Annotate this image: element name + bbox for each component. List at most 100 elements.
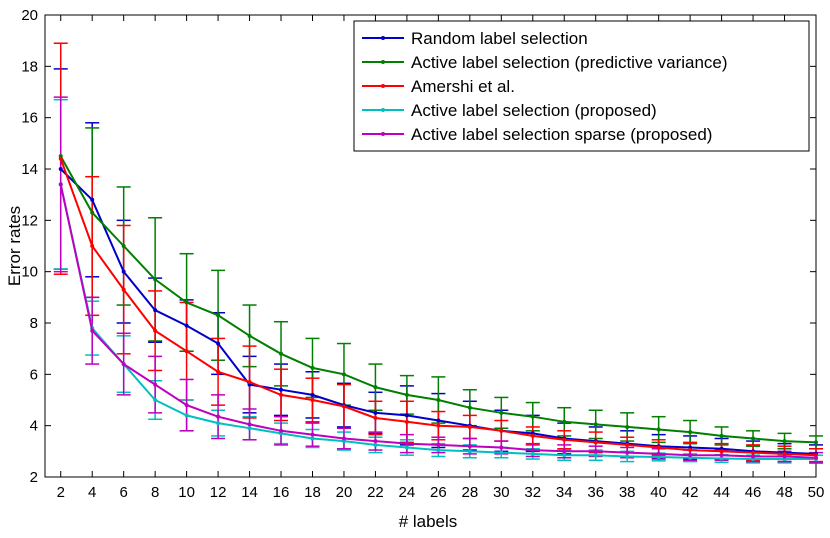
- x-tick-label: 50: [808, 484, 825, 501]
- data-point-1: [58, 167, 63, 171]
- x-tick-label: 38: [619, 484, 636, 501]
- data-point-4: [373, 442, 378, 447]
- y-tick-label: 14: [21, 161, 38, 178]
- y-tick-label: 12: [21, 212, 38, 229]
- data-point-5: [279, 428, 284, 433]
- data-point-3: [467, 424, 472, 429]
- data-point-1: [279, 387, 284, 392]
- x-tick-label: 40: [650, 484, 667, 501]
- data-point-5: [341, 436, 346, 441]
- x-tick-label: 10: [178, 484, 195, 501]
- x-tick-label: 8: [151, 484, 159, 501]
- data-point-4: [625, 454, 630, 459]
- legend-marker-2: [381, 60, 385, 64]
- x-tick-label: 32: [524, 484, 541, 501]
- y-axis-label: Error rates: [5, 206, 24, 286]
- x-tick-label: 18: [304, 484, 321, 501]
- data-point-5: [436, 442, 441, 447]
- data-point-2: [499, 410, 504, 415]
- data-point-3: [499, 428, 504, 433]
- legend-marker-5: [381, 132, 385, 136]
- legend-label-2: Active label selection (predictive varia…: [411, 53, 728, 72]
- data-point-5: [656, 451, 661, 456]
- x-tick-label: 12: [210, 484, 227, 501]
- y-tick-label: 16: [21, 110, 38, 127]
- data-point-1: [153, 308, 158, 313]
- data-point-3: [279, 392, 284, 397]
- data-point-2: [373, 385, 378, 390]
- axes: 2 4 6 8 10 12 14 16 18 20 22 24 26 28 30 32 34 36 38 40 42 44…: [21, 7, 824, 501]
- data-point-3: [373, 415, 378, 420]
- data-point-3: [310, 398, 315, 402]
- legend-label-1: Random label selection: [411, 29, 588, 48]
- data-point-5: [782, 454, 787, 459]
- x-tick-label: 24: [399, 484, 416, 501]
- x-tick-label: 16: [273, 484, 290, 501]
- x-tick-label: 28: [461, 484, 478, 501]
- data-point-5: [719, 453, 724, 458]
- data-point-4: [436, 448, 441, 453]
- x-tick-label: 48: [776, 484, 793, 501]
- data-point-5: [404, 441, 409, 446]
- legend-marker-1: [381, 36, 385, 40]
- data-point-1: [216, 341, 221, 346]
- data-point-1: [404, 413, 409, 418]
- data-point-3: [719, 449, 724, 454]
- data-point-2: [90, 210, 95, 215]
- data-point-4: [184, 413, 189, 418]
- data-point-4: [593, 453, 598, 458]
- data-point-5: [90, 328, 95, 333]
- data-point-3: [153, 328, 158, 333]
- data-point-5: [247, 422, 252, 427]
- data-point-4: [247, 426, 252, 431]
- legend-label-3: Amershi et al.: [411, 77, 515, 96]
- data-point-4: [499, 450, 504, 455]
- data-point-2: [814, 440, 818, 445]
- x-tick-label: 46: [745, 484, 762, 501]
- data-point-2: [153, 277, 158, 282]
- data-point-2: [688, 430, 693, 435]
- data-point-5: [593, 449, 598, 454]
- legend-label-5: Active label selection sparse (proposed): [411, 125, 712, 144]
- data-point-2: [310, 365, 315, 370]
- data-point-2: [782, 439, 787, 444]
- data-point-4: [216, 421, 221, 426]
- data-point-1: [436, 418, 441, 423]
- data-point-3: [688, 448, 693, 453]
- data-point-3: [751, 450, 756, 455]
- data-point-1: [373, 410, 378, 415]
- data-point-5: [373, 439, 378, 444]
- y-tick-label: 2: [30, 469, 38, 486]
- y-tick-label: 18: [21, 58, 38, 75]
- data-point-4: [562, 453, 567, 458]
- data-point-3: [436, 423, 441, 428]
- data-point-2: [184, 300, 189, 305]
- data-point-4: [719, 456, 724, 461]
- data-point-3: [562, 437, 567, 442]
- x-tick-label: 34: [556, 484, 573, 501]
- data-point-5: [58, 182, 63, 187]
- data-point-2: [593, 422, 598, 427]
- data-point-2: [530, 414, 535, 419]
- data-point-5: [562, 449, 567, 454]
- data-point-2: [625, 424, 630, 429]
- y-tick-label: 20: [21, 7, 38, 24]
- data-point-4: [310, 436, 315, 441]
- data-point-1: [90, 197, 95, 202]
- data-point-3: [530, 433, 535, 438]
- data-point-2: [562, 419, 567, 424]
- data-point-5: [688, 453, 693, 458]
- data-point-4: [656, 454, 661, 459]
- data-point-4: [153, 398, 158, 402]
- y-tick-label: 6: [30, 366, 38, 383]
- data-point-1: [310, 392, 315, 397]
- data-point-2: [216, 313, 221, 318]
- data-point-4: [467, 449, 472, 454]
- data-point-5: [467, 444, 472, 449]
- x-tick-label: 26: [430, 484, 447, 501]
- data-point-3: [341, 404, 346, 409]
- data-point-3: [90, 244, 95, 248]
- data-point-5: [216, 414, 221, 419]
